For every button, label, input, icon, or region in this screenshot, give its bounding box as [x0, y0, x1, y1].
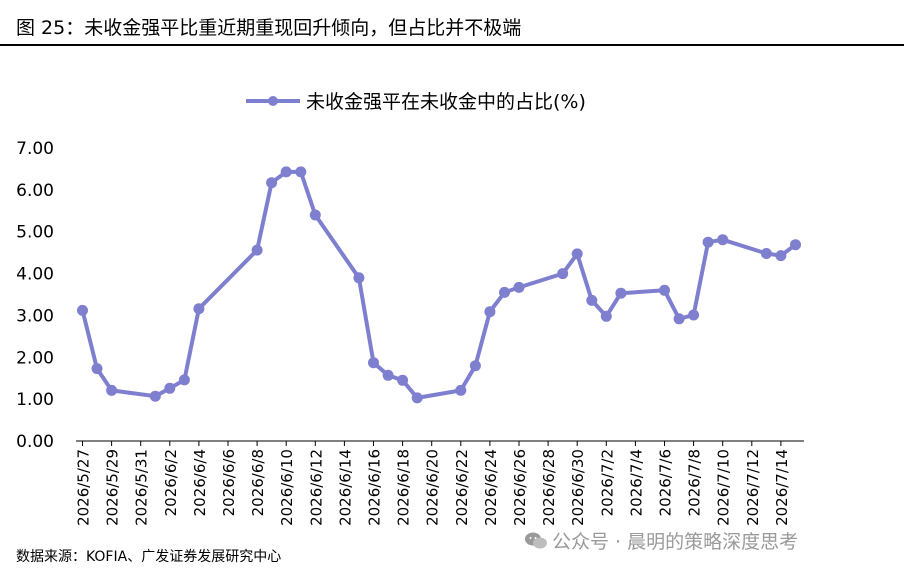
x-tick-label: 2026/6/16 [366, 449, 384, 526]
x-tick-label: 2026/7/12 [744, 449, 762, 526]
data-point [484, 306, 496, 318]
y-tick-label: 6.00 [16, 181, 54, 201]
figure-title: 图 25：未收金强平比重近期重现回升倾向，但占比并不极端 [16, 17, 522, 39]
x-tick-label: 2026/7/8 [686, 449, 704, 516]
data-point [775, 250, 787, 262]
data-point [353, 272, 365, 284]
watermark: 公众号 · 晨明的策略深度思考 [524, 527, 798, 554]
x-tick-label: 2026/6/20 [424, 449, 442, 526]
data-point [309, 209, 321, 221]
data-point [411, 392, 423, 404]
x-tick-label: 2026/6/26 [511, 449, 529, 526]
x-tick-label: 2026/6/14 [336, 449, 354, 526]
y-axis-ticks: 0.00 1.00 2.00 3.00 4.00 5.00 6.00 7.00 [16, 139, 54, 452]
data-point [659, 284, 670, 296]
data-point [193, 303, 205, 315]
x-tick-label: 2026/6/28 [540, 449, 558, 526]
x-axis-ticks: 2026/5/27 2026/5/29 2026/5/31 2026/6/2 2026/… [75, 441, 791, 526]
x-tick-label: 2026/6/8 [249, 449, 267, 516]
data-point [382, 369, 394, 381]
data-point [717, 234, 729, 246]
data-point [469, 360, 481, 372]
data-point [295, 166, 307, 178]
data-point [77, 304, 88, 316]
x-tick-label: 2026/6/6 [220, 449, 238, 516]
data-point [600, 310, 612, 322]
x-tick-label: 2026/6/2 [162, 449, 180, 516]
y-tick-label: 4.00 [16, 265, 54, 285]
legend-label: 未收金强平在未收金中的占比(%) [306, 91, 586, 113]
y-tick-label: 7.00 [16, 139, 54, 159]
data-point [615, 287, 627, 299]
data-point [149, 390, 161, 402]
y-tick-label: 1.00 [16, 390, 54, 410]
x-tick-label: 2026/7/10 [715, 449, 733, 526]
series-points [77, 166, 801, 404]
data-point [499, 286, 510, 298]
x-tick-label: 2026/5/27 [75, 449, 93, 526]
y-tick-label: 2.00 [16, 348, 54, 368]
data-point [673, 313, 685, 325]
data-point [106, 384, 118, 396]
x-tick-label: 2026/6/22 [453, 449, 471, 526]
data-point [571, 248, 583, 260]
x-tick-label: 2026/7/4 [627, 449, 645, 516]
data-point [178, 374, 190, 386]
x-tick-label: 2026/6/24 [482, 449, 500, 526]
x-tick-label: 2026/6/4 [191, 449, 209, 516]
data-point [586, 294, 598, 306]
y-tick-label: 3.00 [16, 306, 54, 326]
y-tick-label: 5.00 [16, 223, 54, 243]
x-tick-label: 2026/6/12 [307, 449, 325, 526]
x-tick-label: 2026/5/31 [133, 449, 151, 526]
x-tick-label: 2026/6/10 [278, 449, 296, 526]
series-line [80, 169, 798, 400]
x-tick-label: 2026/7/2 [598, 449, 616, 516]
data-point [760, 248, 772, 259]
data-point [513, 281, 525, 293]
data-point [688, 309, 700, 321]
data-point [251, 244, 263, 256]
x-tick-label: 2026/7/14 [773, 449, 791, 526]
x-tick-label: 2026/5/29 [104, 449, 122, 526]
x-tick-label: 2026/6/18 [395, 449, 413, 526]
data-point [368, 357, 379, 369]
data-point [280, 166, 292, 178]
source-note: 数据来源：KOFIA、广发证券发展研究中心 [16, 549, 282, 565]
legend-marker [268, 96, 278, 106]
data-point [455, 384, 467, 396]
data-point [557, 268, 569, 280]
data-point [790, 239, 801, 251]
data-point [266, 177, 278, 189]
data-point [164, 382, 176, 394]
chart-legend: 未收金强平在未收金中的占比(%) [246, 91, 586, 113]
data-point [702, 236, 714, 248]
watermark-text: 公众号 · 晨明的策略深度思考 [552, 531, 799, 553]
data-point [397, 374, 409, 386]
title-divider [0, 44, 904, 46]
y-tick-label: 0.00 [16, 432, 54, 452]
wechat-icon [525, 532, 547, 549]
data-point [91, 363, 103, 375]
x-tick-label: 2026/6/30 [569, 449, 587, 526]
x-tick-label: 2026/7/6 [657, 449, 675, 516]
